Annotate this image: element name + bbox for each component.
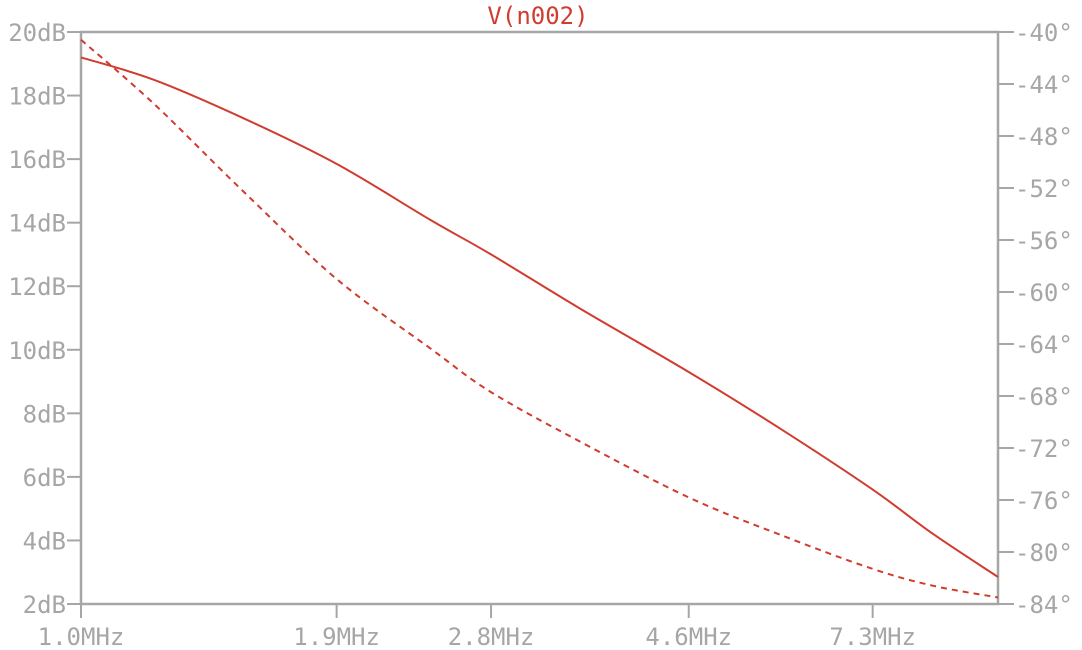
right-axis-tick-label: -48° xyxy=(1015,123,1073,151)
x-axis-tick-label: 2.8MHz xyxy=(448,623,535,650)
right-axis-tick-label: -60° xyxy=(1015,279,1073,307)
chart-title: V(n002) xyxy=(487,2,588,30)
left-axis-tick-label: 20dB xyxy=(8,19,66,47)
x-axis-tick-label: 7.3MHz xyxy=(829,623,916,650)
right-axis-tick-label: -44° xyxy=(1015,71,1073,99)
axis-ticks: 20dB 18dB 16dB 14dB 12dB 10dB 8dB 6dB 4dB 2dB -40°… xyxy=(8,19,1073,650)
left-axis-tick-label: 8dB xyxy=(23,400,66,428)
x-axis-tick-label: 1.0MHz xyxy=(38,623,125,650)
right-axis-tick-label: -40° xyxy=(1015,19,1073,47)
right-axis-tick-label: -84° xyxy=(1015,591,1073,619)
right-axis-tick-label: -72° xyxy=(1015,435,1073,463)
left-axis-tick-label: 12dB xyxy=(8,273,66,301)
left-axis-tick-label: 10dB xyxy=(8,337,66,365)
x-axis-tick-label: 1.9MHz xyxy=(293,623,380,650)
magnitude-trace xyxy=(80,56,999,578)
traces xyxy=(80,39,999,599)
right-axis-tick-label: -76° xyxy=(1015,487,1073,515)
left-axis-tick-label: 18dB xyxy=(8,83,66,111)
right-axis-tick-label: -52° xyxy=(1015,175,1073,203)
right-axis-tick-label: -68° xyxy=(1015,383,1073,411)
left-axis-tick-label: 2dB xyxy=(23,591,66,619)
right-axis-tick-label: -56° xyxy=(1015,227,1073,255)
x-axis-tick-label: 4.6MHz xyxy=(645,623,732,650)
right-axis-tick-label: -80° xyxy=(1015,539,1073,567)
plot-frame xyxy=(79,30,1000,606)
left-axis-tick-label: 6dB xyxy=(23,464,66,492)
left-axis-tick-label: 4dB xyxy=(23,527,66,555)
left-axis-tick-label: 16dB xyxy=(8,146,66,174)
right-axis-tick-label: -64° xyxy=(1015,331,1073,359)
phase-trace xyxy=(80,39,999,599)
left-axis-tick-label: 14dB xyxy=(8,210,66,238)
